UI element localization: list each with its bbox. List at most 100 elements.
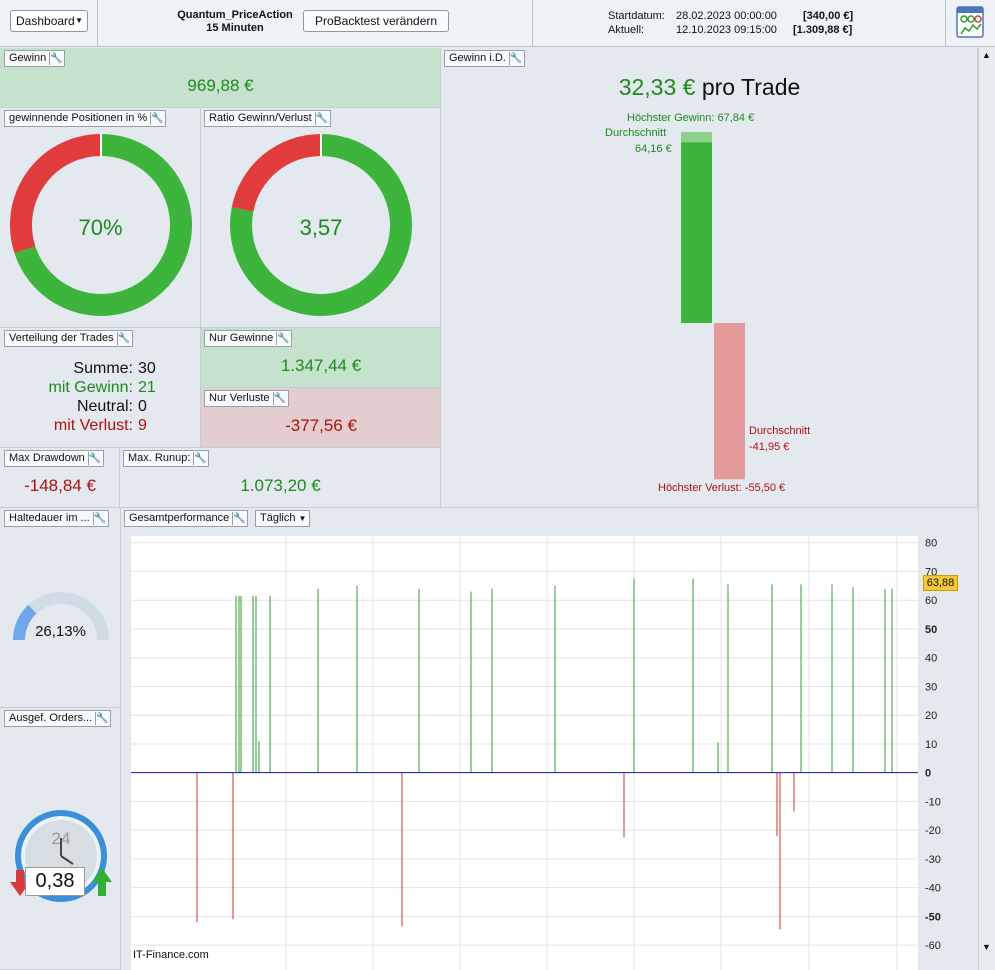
wrench-icon[interactable]: 🔧 bbox=[116, 332, 131, 345]
probacktest-button[interactable]: ProBacktest verändern bbox=[303, 10, 449, 32]
max-drawdown-title: Max Drawdown 🔧 bbox=[4, 450, 104, 467]
y-tick-label: 10 bbox=[925, 739, 937, 751]
only-losses-panel: Nur Verluste 🔧 -377,56 € bbox=[201, 388, 441, 448]
donut-loss-segment bbox=[231, 134, 322, 212]
per-trade-suffix: pro Trade bbox=[701, 74, 801, 100]
dashboard-label: Dashboard bbox=[16, 14, 75, 28]
y-tick-label: -50 bbox=[925, 911, 941, 923]
wrench-icon[interactable]: 🔧 bbox=[508, 52, 523, 65]
win-count-value: 21 bbox=[138, 379, 156, 396]
y-tick-label: -10 bbox=[925, 796, 941, 808]
wrench-icon[interactable]: 🔧 bbox=[87, 452, 102, 465]
donut-win-segment bbox=[230, 134, 412, 316]
win-pct-value: 70% bbox=[78, 215, 123, 240]
current-label: Aktuell: bbox=[608, 24, 645, 36]
summe-row: Summe: 30 bbox=[0, 359, 200, 378]
wrench-icon[interactable]: 🔧 bbox=[150, 112, 164, 125]
gewinn-title: Gewinn 🔧 bbox=[4, 50, 66, 67]
wrench-icon[interactable]: 🔧 bbox=[272, 392, 286, 405]
holding-time-title: Haltedauer im ... 🔧 bbox=[4, 510, 109, 527]
avg-loss-value: -41,95 € bbox=[749, 441, 790, 453]
trade-distribution-panel: Verteilung der Trades 🔧 Summe: 30 mit Gew… bbox=[0, 328, 201, 448]
y-tick-label: -40 bbox=[925, 883, 941, 895]
win-percentage-panel: gewinnende Positionen in % 🔧 70% bbox=[0, 108, 201, 328]
chart-plot-area bbox=[131, 536, 918, 970]
max-runup-panel: Max. Runup: 🔧 1.073,20 € bbox=[120, 448, 441, 508]
orders-panel: Ausgef. Orders... 🔧 24 0,38 bbox=[0, 708, 121, 970]
start-capital: [340,00 €] bbox=[803, 10, 854, 22]
y-tick-label: -20 bbox=[925, 825, 941, 837]
highest-gain-label: Höchster Gewinn: 67,84 € bbox=[627, 112, 755, 124]
scroll-down-icon[interactable]: ▼ bbox=[982, 942, 991, 952]
chevron-down-icon: ▼ bbox=[75, 16, 83, 25]
vertical-scrollbar[interactable] bbox=[978, 48, 995, 970]
period-label: Täglich bbox=[260, 512, 296, 524]
max-runup-value: 1.073,20 € bbox=[240, 476, 321, 495]
scroll-up-icon[interactable]: ▲ bbox=[982, 50, 991, 60]
gain-loss-bars bbox=[681, 132, 745, 480]
gain-per-trade-title: Gewinn i.D. 🔧 bbox=[444, 50, 525, 67]
last-value-badge: 63,88 bbox=[923, 575, 958, 591]
orders-value: 0,38 bbox=[25, 867, 85, 896]
max-runup-title: Max. Runup: 🔧 bbox=[123, 450, 210, 467]
arrow-down-icon bbox=[10, 870, 30, 896]
dashboard-dropdown[interactable]: Dashboard ▼ bbox=[10, 10, 88, 32]
only-gains-panel: Nur Gewinne 🔧 1.347,44 € bbox=[201, 328, 441, 388]
wrench-icon[interactable]: 🔧 bbox=[95, 712, 109, 725]
summe-value: 30 bbox=[138, 360, 156, 377]
wrench-icon[interactable]: 🔧 bbox=[276, 332, 290, 345]
distribution-list: Summe: 30 mit Gewinn: 21 Neutral: 0 mit … bbox=[0, 359, 200, 435]
avg-gain-label: Durchschnitt bbox=[605, 127, 667, 139]
ratio-panel: Ratio Gewinn/Verlust 🔧 3,57 bbox=[201, 108, 441, 328]
per-trade-value: 32,33 € bbox=[618, 74, 696, 100]
wrench-icon[interactable]: 🔧 bbox=[92, 512, 107, 525]
only-gains-value: 1.347,44 € bbox=[280, 356, 362, 375]
y-tick-label: 50 bbox=[925, 624, 937, 636]
start-label: Startdatum: bbox=[608, 10, 665, 22]
max-drawdown-panel: Max Drawdown 🔧 -148,84 € bbox=[0, 448, 120, 508]
wrench-icon[interactable]: 🔧 bbox=[314, 112, 329, 125]
start-date: 28.02.2023 00:00:00 bbox=[676, 10, 777, 22]
neutral-row: Neutral: 0 bbox=[0, 397, 200, 416]
win-pct-donut bbox=[10, 134, 192, 316]
loss-count-row: mit Verlust: 9 bbox=[0, 416, 200, 435]
holding-time-gauge bbox=[13, 592, 109, 641]
report-icon[interactable] bbox=[955, 5, 987, 39]
arrow-up-icon bbox=[92, 868, 112, 896]
strategy-name: Quantum_PriceAction bbox=[177, 9, 293, 21]
max-drawdown-value: -148,84 € bbox=[24, 476, 96, 495]
strategy-title: Quantum_PriceAction 15 Minuten bbox=[160, 9, 310, 35]
watermark: IT-Finance.com bbox=[133, 949, 209, 961]
donut-win-segment bbox=[14, 134, 192, 316]
distribution-title: Verteilung der Trades 🔧 bbox=[4, 330, 133, 347]
wrench-icon[interactable]: 🔧 bbox=[232, 512, 246, 525]
wrench-icon[interactable]: 🔧 bbox=[49, 52, 63, 65]
ratio-value: 3,57 bbox=[299, 215, 343, 240]
holding-time-value: 26,13% bbox=[35, 623, 86, 640]
neutral-label: Neutral: bbox=[76, 398, 133, 415]
win-count-label: mit Gewinn: bbox=[48, 379, 133, 396]
gewinn-value: 969,88 € bbox=[187, 76, 254, 95]
per-trade-headline: 32,33 € pro Trade bbox=[441, 74, 978, 101]
donut-loss-segment bbox=[10, 134, 102, 254]
loss-count-label: mit Verlust: bbox=[53, 417, 133, 434]
gain-per-trade-panel: Gewinn i.D. 🔧 32,33 € pro Trade Höchster … bbox=[441, 48, 978, 508]
summe-label: Summe: bbox=[73, 360, 133, 377]
win-count-row: mit Gewinn: 21 bbox=[0, 378, 200, 397]
current-date: 12.10.2023 09:15:00 bbox=[676, 24, 777, 36]
neutral-value: 0 bbox=[138, 398, 147, 415]
wrench-icon[interactable]: 🔧 bbox=[193, 452, 207, 465]
toolbar-divider bbox=[97, 0, 98, 47]
y-tick-label: -60 bbox=[925, 940, 941, 952]
top-toolbar: Dashboard ▼ Quantum_PriceAction 15 Minut… bbox=[0, 0, 995, 47]
period-dropdown[interactable]: Täglich ▼ bbox=[255, 510, 311, 527]
orders-title: Ausgef. Orders... 🔧 bbox=[4, 710, 112, 727]
ratio-donut bbox=[230, 134, 412, 316]
only-gains-title: Nur Gewinne 🔧 bbox=[204, 330, 293, 347]
chevron-down-icon: ▼ bbox=[298, 514, 307, 523]
only-losses-title: Nur Verluste 🔧 bbox=[204, 390, 289, 407]
overall-performance-title: Gesamtperformance 🔧 bbox=[124, 510, 249, 527]
ratio-title: Ratio Gewinn/Verlust 🔧 bbox=[204, 110, 331, 127]
only-losses-value: -377,56 € bbox=[285, 416, 357, 435]
